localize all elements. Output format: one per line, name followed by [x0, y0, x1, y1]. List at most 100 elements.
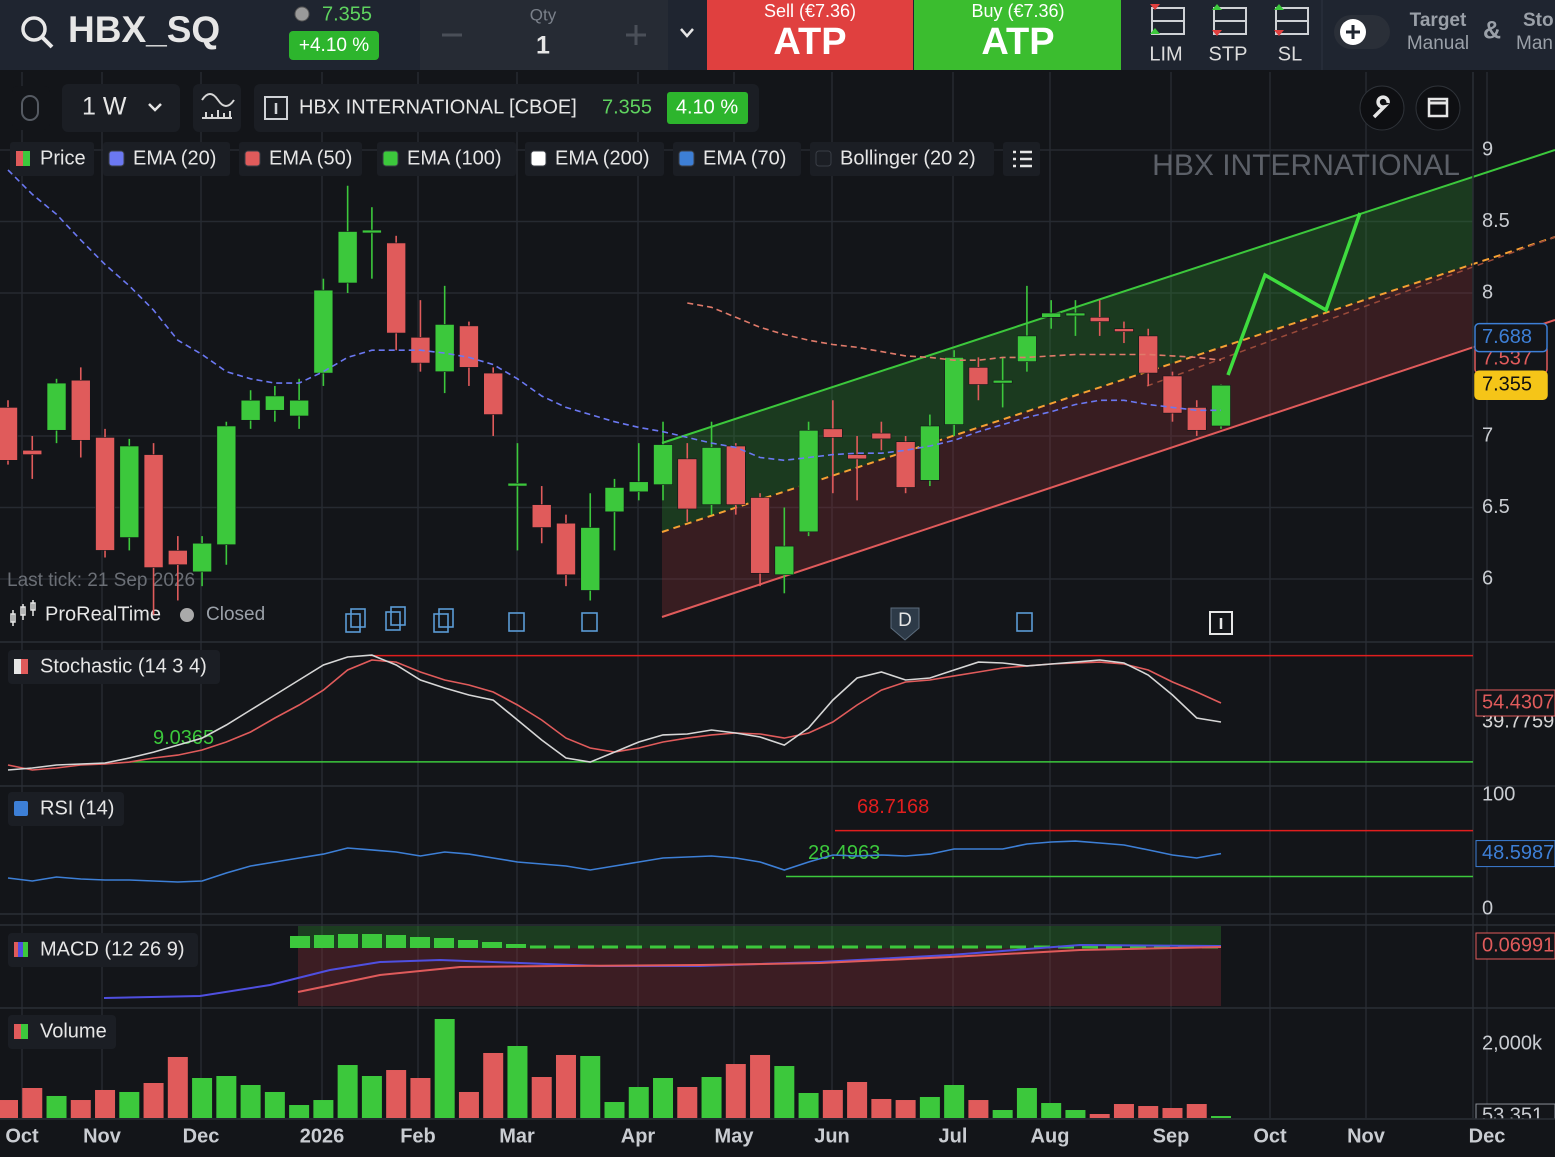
x-tick-label: Aug — [1031, 1125, 1070, 1147]
x-tick-label: Mar — [499, 1125, 535, 1147]
volume-label-box[interactable] — [8, 1015, 116, 1049]
search-icon[interactable] — [21, 16, 54, 49]
legend-box[interactable] — [525, 142, 664, 176]
sell-button[interactable] — [707, 0, 913, 70]
candle-body — [847, 454, 867, 460]
volume-bar — [361, 1076, 382, 1118]
legend-swatch — [678, 150, 695, 167]
volume-bar — [531, 1077, 552, 1118]
candle-body — [216, 425, 237, 545]
info-marker[interactable] — [1209, 611, 1233, 635]
candle-body — [823, 428, 843, 438]
header-change: +4.10 % — [299, 35, 369, 56]
candle-body — [968, 367, 989, 385]
candle-body — [119, 445, 140, 538]
legend-box[interactable] — [377, 142, 516, 176]
order-lim[interactable]: LIM — [1149, 43, 1182, 65]
candle-body — [337, 231, 358, 284]
volume-bar — [143, 1082, 164, 1118]
window-button[interactable] — [1415, 85, 1461, 131]
volume-bar — [1016, 1087, 1037, 1118]
market-dot — [180, 608, 194, 622]
x-tick-label: Sep — [1153, 1125, 1190, 1147]
y-tick-label: 6 — [1482, 567, 1493, 589]
market-status: Closed — [206, 604, 265, 625]
volume-bar — [847, 1081, 868, 1118]
candle-body — [628, 481, 649, 493]
volume-bar — [46, 1095, 67, 1118]
order-stp[interactable]: STP — [1209, 43, 1248, 65]
candle-body — [70, 379, 91, 441]
dividend-marker[interactable] — [890, 607, 920, 641]
x-tick-label: Oct — [5, 1125, 39, 1147]
change-badge — [289, 31, 379, 60]
candle-body — [871, 432, 892, 440]
buy-text: ATP — [981, 21, 1054, 63]
price-tag-text: 7.537 — [1482, 347, 1532, 369]
volume-bar — [264, 1091, 285, 1118]
legend-label: EMA (20) — [133, 147, 216, 169]
candle-body — [944, 357, 964, 425]
volume-bar — [167, 1056, 188, 1118]
indicator-button[interactable] — [193, 84, 241, 132]
volume-bar — [750, 1054, 771, 1118]
status-dot — [294, 6, 310, 22]
news-icons[interactable] — [345, 606, 1033, 633]
candle-body — [95, 437, 115, 551]
timeframe-chevron — [148, 103, 162, 112]
buy-button[interactable] — [914, 0, 1121, 70]
legend: Price EMA (20) EMA (50) EMA (100) EMA (200) E… — [10, 142, 994, 176]
dropdown-chevron — [680, 28, 694, 38]
legend-box[interactable] — [239, 142, 362, 176]
stochastic-label-box[interactable] — [8, 650, 220, 684]
timeframe-button[interactable] — [62, 84, 180, 132]
volume-bar — [216, 1076, 237, 1118]
price-tag-text: 7.355 — [1482, 374, 1532, 396]
legend-swatch — [23, 151, 30, 166]
candle-body — [1041, 312, 1061, 318]
candle-body — [1114, 328, 1134, 332]
rsi-line — [7, 840, 1222, 883]
price-tag — [1474, 370, 1548, 400]
marks: 66.5788.597.5377.6887.3559.036539.775954… — [0, 138, 1555, 1131]
stop-label: Sto — [1523, 10, 1554, 31]
info-icon — [264, 96, 288, 120]
macd-label-box[interactable] — [8, 933, 198, 967]
candle-body — [920, 425, 940, 481]
amp: & — [1483, 17, 1501, 45]
legend-box[interactable] — [10, 142, 94, 176]
toolbar-change-badge — [667, 92, 748, 124]
target-mode: Manual — [1407, 33, 1469, 54]
volume-bar — [555, 1054, 576, 1118]
order-sl[interactable]: SL — [1278, 43, 1302, 65]
qty-plus[interactable] — [626, 25, 646, 45]
symbol: HBX_SQ — [68, 9, 220, 50]
candle-body — [895, 441, 916, 488]
legend-box[interactable] — [810, 142, 994, 176]
sync-icon[interactable] — [12, 86, 50, 130]
panel-separators — [0, 72, 1555, 1118]
rsi-label-box[interactable] — [8, 792, 124, 826]
candle-body — [434, 324, 455, 372]
toolbar-price: 7.355 — [602, 96, 652, 118]
legend-box[interactable] — [103, 142, 230, 176]
settings-button[interactable] — [1359, 85, 1405, 131]
candle-body — [289, 399, 309, 417]
legend-box[interactable] — [673, 142, 801, 176]
candle-body — [192, 542, 212, 573]
legend-menu[interactable] — [1003, 142, 1040, 176]
legend-swatch — [382, 150, 399, 167]
target-toggle[interactable] — [1334, 15, 1390, 49]
x-tick-label: Dec — [183, 1125, 220, 1147]
volume-label: Volume — [40, 1020, 107, 1042]
volume-bar — [871, 1098, 892, 1118]
volume-bar — [0, 1100, 18, 1118]
volume-bar — [313, 1100, 334, 1118]
instrument-box[interactable] — [254, 84, 759, 132]
macd-swatch-b — [18, 942, 23, 957]
candle-body — [313, 289, 334, 374]
candle-body — [653, 444, 673, 485]
indicator-glyph — [201, 93, 235, 119]
stochastic-d-tag — [1475, 689, 1555, 717]
